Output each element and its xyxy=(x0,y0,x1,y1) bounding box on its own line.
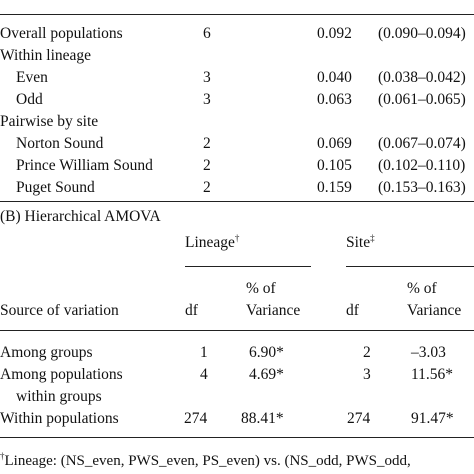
row-label: Odd xyxy=(16,91,43,108)
df-cell: 1 xyxy=(200,344,208,361)
row-label: Norton Sound xyxy=(16,135,104,152)
row-label: Pairwise by site xyxy=(0,113,99,130)
lineage-spanner-rule xyxy=(185,266,311,267)
double-dagger-mark: ‡ xyxy=(370,233,375,243)
row-n: 2 xyxy=(203,179,211,196)
section-b-title: (B) Hierarchical AMOVA xyxy=(0,208,161,225)
row-label: Even xyxy=(16,69,48,86)
col-df: df xyxy=(185,302,198,319)
row-value: 0.063 xyxy=(317,91,352,108)
top-rule xyxy=(0,14,474,15)
col-pct-line2: Variance xyxy=(407,302,462,319)
row-ci: (0.061–0.065) xyxy=(378,91,466,108)
row-label: Within lineage xyxy=(0,47,92,64)
df-cell: 274 xyxy=(184,410,208,427)
row-n: 2 xyxy=(203,157,211,174)
df-cell: 4 xyxy=(200,366,208,383)
col-df: df xyxy=(346,302,359,319)
df-cell: 274 xyxy=(347,410,371,427)
dagger-mark: † xyxy=(234,233,240,243)
row-n: 3 xyxy=(203,91,211,108)
row-ci: (0.038–0.042) xyxy=(378,69,466,86)
row-label: Puget Sound xyxy=(16,179,95,196)
row-ci: (0.090–0.094) xyxy=(378,25,466,42)
section-divider-rule xyxy=(0,201,474,202)
row-value: 0.040 xyxy=(317,69,352,86)
col-pct-line1: % of xyxy=(407,280,437,297)
row-value: 0.105 xyxy=(317,157,352,174)
bottom-rule xyxy=(0,437,474,438)
pct-cell: 91.47* xyxy=(411,410,454,427)
row-ci: (0.102–0.110) xyxy=(378,157,466,174)
df-cell: 2 xyxy=(363,344,371,361)
source-cell: Within populations xyxy=(0,410,119,427)
row-value: 0.069 xyxy=(317,135,352,152)
source-cell-continued: within groups xyxy=(16,388,102,405)
pct-cell: 6.90* xyxy=(249,344,284,361)
row-value: 0.092 xyxy=(317,25,352,42)
lineage-header: Lineage† xyxy=(185,233,240,251)
lineage-header-text: Lineage xyxy=(185,234,235,251)
row-label: Overall populations xyxy=(0,25,123,42)
footnote-text: Lineage: (NS_even, PWS_even, PS_even) vs… xyxy=(4,453,411,469)
df-cell: 3 xyxy=(363,366,371,383)
site-header-text: Site xyxy=(346,234,371,251)
row-n: 6 xyxy=(203,25,211,42)
site-spanner-rule xyxy=(346,266,474,267)
row-ci: (0.067–0.074) xyxy=(378,135,466,152)
row-n: 2 xyxy=(203,135,211,152)
row-label: Prince William Sound xyxy=(16,157,153,174)
footnote: †Lineage: (NS_even, PWS_even, PS_even) v… xyxy=(0,451,411,469)
header-rule xyxy=(0,330,474,331)
col-source: Source of variation xyxy=(0,302,119,319)
col-pct-line2: Variance xyxy=(246,302,301,319)
source-cell: Among groups xyxy=(0,344,93,361)
source-cell: Among populations xyxy=(0,366,123,383)
row-value: 0.159 xyxy=(317,179,352,196)
site-header: Site‡ xyxy=(346,233,375,251)
pct-cell: –3.03 xyxy=(411,344,446,361)
footnote-dagger: † xyxy=(0,451,5,461)
pct-cell: 88.41* xyxy=(241,410,284,427)
pct-cell: 4.69* xyxy=(249,366,284,383)
row-n: 3 xyxy=(203,69,211,86)
row-ci: (0.153–0.163) xyxy=(378,179,466,196)
pct-cell: 11.56* xyxy=(411,366,454,383)
col-pct-line1: % of xyxy=(246,280,276,297)
